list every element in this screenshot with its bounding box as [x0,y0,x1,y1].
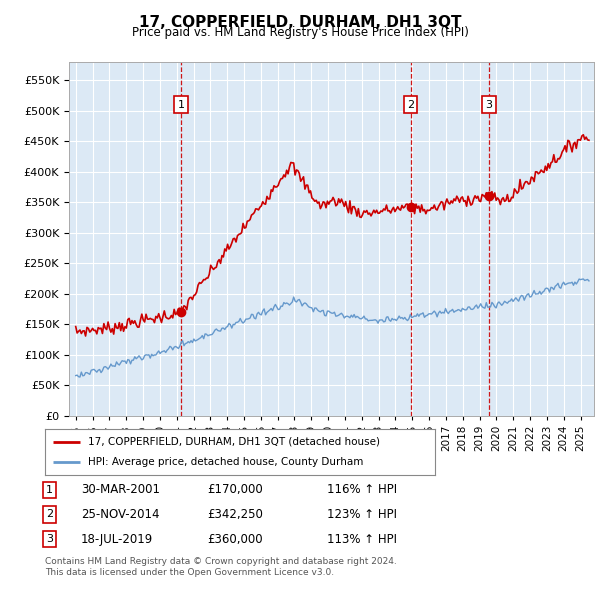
Text: HPI: Average price, detached house, County Durham: HPI: Average price, detached house, Coun… [88,457,363,467]
Text: Contains HM Land Registry data © Crown copyright and database right 2024.: Contains HM Land Registry data © Crown c… [45,557,397,566]
Text: This data is licensed under the Open Government Licence v3.0.: This data is licensed under the Open Gov… [45,568,334,577]
Text: 2: 2 [407,100,414,110]
Text: 113% ↑ HPI: 113% ↑ HPI [327,533,397,546]
Text: 116% ↑ HPI: 116% ↑ HPI [327,483,397,496]
Text: 1: 1 [46,485,53,494]
Text: £360,000: £360,000 [207,533,263,546]
Text: 25-NOV-2014: 25-NOV-2014 [81,508,160,521]
Text: 3: 3 [485,100,493,110]
Text: 123% ↑ HPI: 123% ↑ HPI [327,508,397,521]
Text: £342,250: £342,250 [207,508,263,521]
Text: 30-MAR-2001: 30-MAR-2001 [81,483,160,496]
Text: Price paid vs. HM Land Registry's House Price Index (HPI): Price paid vs. HM Land Registry's House … [131,26,469,39]
Text: 2: 2 [46,510,53,519]
Text: 17, COPPERFIELD, DURHAM, DH1 3QT: 17, COPPERFIELD, DURHAM, DH1 3QT [139,15,461,30]
Text: 1: 1 [178,100,184,110]
Text: 17, COPPERFIELD, DURHAM, DH1 3QT (detached house): 17, COPPERFIELD, DURHAM, DH1 3QT (detach… [88,437,380,447]
Text: £170,000: £170,000 [207,483,263,496]
Text: 18-JUL-2019: 18-JUL-2019 [81,533,153,546]
Text: 3: 3 [46,535,53,544]
